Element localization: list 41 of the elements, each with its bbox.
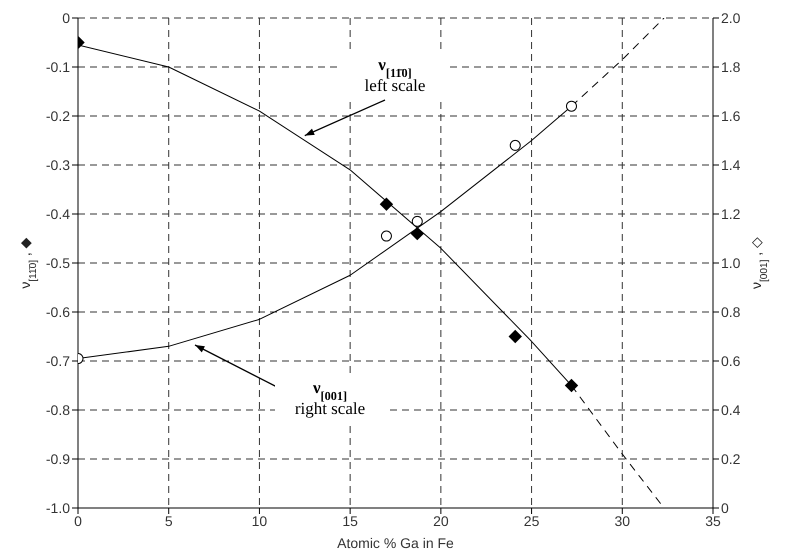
x-tick-label: 35 xyxy=(705,512,721,529)
y2-tick-label: 1.4 xyxy=(721,156,741,173)
point xyxy=(510,140,521,151)
x-tick-label: 0 xyxy=(74,512,82,529)
annotation: ν$_{[11̄0]}$ left scale xyxy=(364,55,426,95)
annotation: ν$_{[001]}$ right scale xyxy=(294,378,366,418)
x-tick-label: 10 xyxy=(252,512,268,529)
y-tick-label: 0 xyxy=(62,10,70,26)
y-tick-label: -0.5 xyxy=(46,254,70,271)
point xyxy=(410,227,424,240)
y-tick-label: -0.3 xyxy=(46,156,70,173)
y2-tick-label: 1.6 xyxy=(721,108,741,124)
x-tick-label: 25 xyxy=(524,512,540,529)
y-tick-label: -1.0 xyxy=(46,500,70,516)
x-tick-label: 5 xyxy=(164,512,173,529)
y-tick-label: -0.6 xyxy=(46,304,70,320)
point xyxy=(380,230,392,242)
y2-tick-label: 0.4 xyxy=(721,402,741,418)
x-tick-label: 30 xyxy=(614,512,630,529)
point xyxy=(380,198,393,211)
y-tick-label: -0.2 xyxy=(46,108,70,124)
y2-tick-label: 0.6 xyxy=(721,352,741,369)
y-tick-label: -0.1 xyxy=(46,58,70,75)
y2-tick-label: 1.2 xyxy=(721,206,741,222)
x-axis-title: Atomic % Ga in Fe xyxy=(337,535,454,551)
y2-tick-label: 0.8 xyxy=(721,304,741,320)
y-tick-label: -0.9 xyxy=(46,450,70,467)
y-tick-label: -0.8 xyxy=(46,402,70,418)
x-tick-label: 20 xyxy=(433,512,449,529)
point xyxy=(564,379,578,392)
x-tick-label: 15 xyxy=(342,512,358,529)
point xyxy=(508,330,522,343)
y-tick-label: -0.4 xyxy=(46,206,70,222)
y-tick-label: -0.7 xyxy=(46,352,70,369)
y2-tick-label: 0 xyxy=(721,500,729,516)
y2-tick-label: 1.0 xyxy=(721,254,741,271)
point xyxy=(412,216,423,227)
y2-tick-label: 0.2 xyxy=(721,450,741,467)
y2-tick-label: 2.0 xyxy=(721,10,741,26)
y2-tick-label: 1.8 xyxy=(721,58,741,75)
point xyxy=(566,100,577,112)
